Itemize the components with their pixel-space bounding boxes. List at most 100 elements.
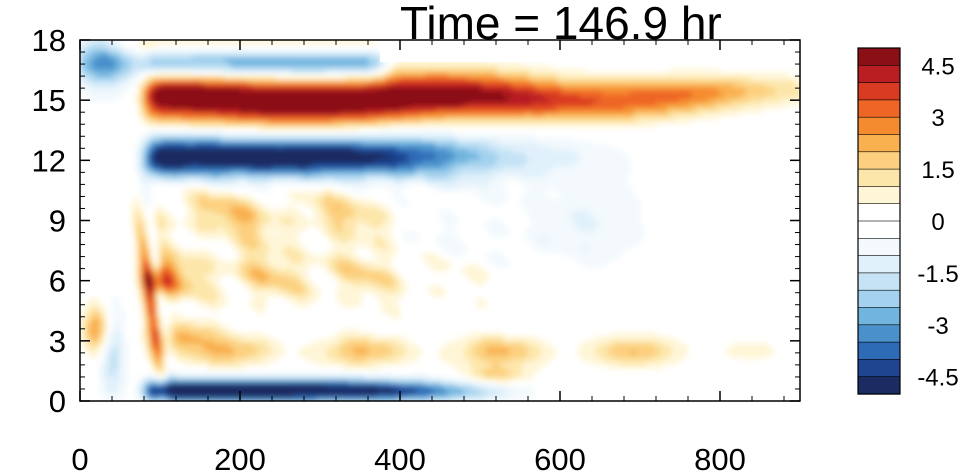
heatmap-cell: [102, 68, 107, 74]
heatmap-cell: [259, 177, 263, 182]
heatmap-cell: [300, 104, 305, 110]
heatmap-cell: [307, 191, 311, 196]
heatmap-cell: [243, 58, 247, 63]
heatmap-cell: [176, 271, 180, 276]
heatmap-cell: [265, 65, 270, 70]
heatmap-cell: [89, 343, 94, 348]
heatmap-cell: [195, 68, 199, 74]
heatmap-cell: [179, 314, 183, 319]
heatmap-cell: [313, 386, 318, 391]
heatmap-cell: [272, 267, 276, 272]
heatmap-cell: [272, 54, 276, 59]
heatmap-cell: [188, 108, 193, 113]
heatmap-cell: [310, 97, 315, 102]
heatmap-cell: [268, 159, 273, 164]
heatmap-cell: [99, 390, 103, 395]
heatmap-cell: [156, 90, 161, 95]
heatmap-cell: [92, 94, 97, 99]
heatmap-cell: [108, 79, 113, 84]
heatmap-cell: [188, 296, 193, 301]
heatmap-cell: [233, 198, 238, 204]
heatmap-cell: [268, 162, 273, 167]
heatmap-cell: [179, 148, 183, 153]
heatmap-cell: [252, 58, 257, 63]
heatmap-cell: [140, 173, 145, 178]
heatmap-cell: [176, 256, 180, 261]
heatmap-cell: [99, 90, 103, 95]
heatmap-cell: [198, 234, 203, 240]
heatmap-cell: [156, 332, 161, 337]
heatmap-cell: [211, 317, 215, 323]
heatmap-cell: [307, 54, 311, 59]
heatmap-cell: [112, 296, 116, 301]
heatmap-cell: [185, 195, 190, 200]
heatmap-cell: [313, 166, 318, 171]
heatmap-cell: [102, 368, 107, 373]
heatmap-cell: [204, 224, 209, 229]
heatmap-cell: [198, 357, 203, 362]
heatmap-cell: [252, 177, 257, 182]
heatmap-cell: [185, 224, 190, 229]
heatmap-cell: [185, 278, 190, 283]
heatmap-cell: [304, 278, 308, 283]
heatmap-cell: [150, 141, 155, 146]
heatmap-cell: [227, 108, 231, 113]
heatmap-cell: [252, 94, 257, 99]
heatmap-cell: [172, 379, 177, 384]
heatmap-cell: [208, 94, 212, 99]
heatmap-cell: [262, 141, 267, 146]
heatmap-cell: [265, 343, 270, 348]
heatmap-cell: [195, 180, 199, 185]
heatmap-cell: [233, 372, 238, 377]
heatmap-cell: [214, 372, 219, 377]
heatmap-cell: [230, 86, 235, 92]
heatmap-cell: [313, 177, 318, 182]
heatmap-cell: [275, 346, 279, 352]
heatmap-cell: [256, 104, 260, 110]
heatmap-cell: [185, 115, 190, 121]
heatmap-cell: [105, 350, 110, 355]
heatmap-cell: [92, 296, 97, 301]
heatmap-cell: [201, 332, 206, 337]
heatmap-cell: [249, 271, 254, 276]
heatmap-cell: [147, 115, 151, 121]
heatmap-cell: [156, 263, 161, 269]
heatmap-cell: [144, 148, 148, 153]
heatmap-cell: [172, 256, 177, 261]
heatmap-cell: [268, 339, 273, 344]
heatmap-cell: [80, 50, 84, 56]
heatmap-cell: [278, 137, 283, 142]
heatmap-cell: [288, 191, 292, 196]
heatmap-cell: [182, 393, 187, 398]
heatmap-cell: [124, 375, 129, 380]
heatmap-cell: [217, 61, 222, 66]
heatmap-cell: [211, 90, 215, 95]
heatmap-cell: [163, 130, 167, 135]
heatmap-cell: [272, 252, 276, 258]
heatmap-cell: [150, 357, 155, 362]
heatmap-cell: [112, 328, 116, 334]
heatmap-cell: [156, 166, 161, 171]
heatmap-cell: [236, 332, 241, 337]
heatmap-cell: [288, 220, 292, 225]
heatmap-cell: [252, 386, 257, 391]
heatmap-cell: [140, 115, 145, 121]
heatmap-cell: [160, 343, 164, 348]
heatmap-cell: [249, 123, 254, 128]
heatmap-cell: [275, 339, 279, 344]
heatmap-cell: [134, 50, 139, 56]
heatmap-cell: [169, 177, 174, 182]
heatmap-cell: [176, 289, 180, 294]
heatmap-cell: [246, 281, 251, 287]
heatmap-cell: [172, 133, 177, 139]
heatmap-cell: [112, 357, 116, 362]
heatmap-cell: [294, 216, 299, 222]
heatmap-cell: [112, 61, 116, 66]
heatmap-cell: [313, 289, 318, 294]
heatmap-cell: [115, 350, 119, 355]
heatmap-cell: [188, 137, 193, 142]
heatmap-cell: [192, 137, 196, 142]
heatmap-cell: [313, 393, 318, 398]
heatmap-cell: [172, 86, 177, 92]
heatmap-cell: [147, 54, 151, 59]
